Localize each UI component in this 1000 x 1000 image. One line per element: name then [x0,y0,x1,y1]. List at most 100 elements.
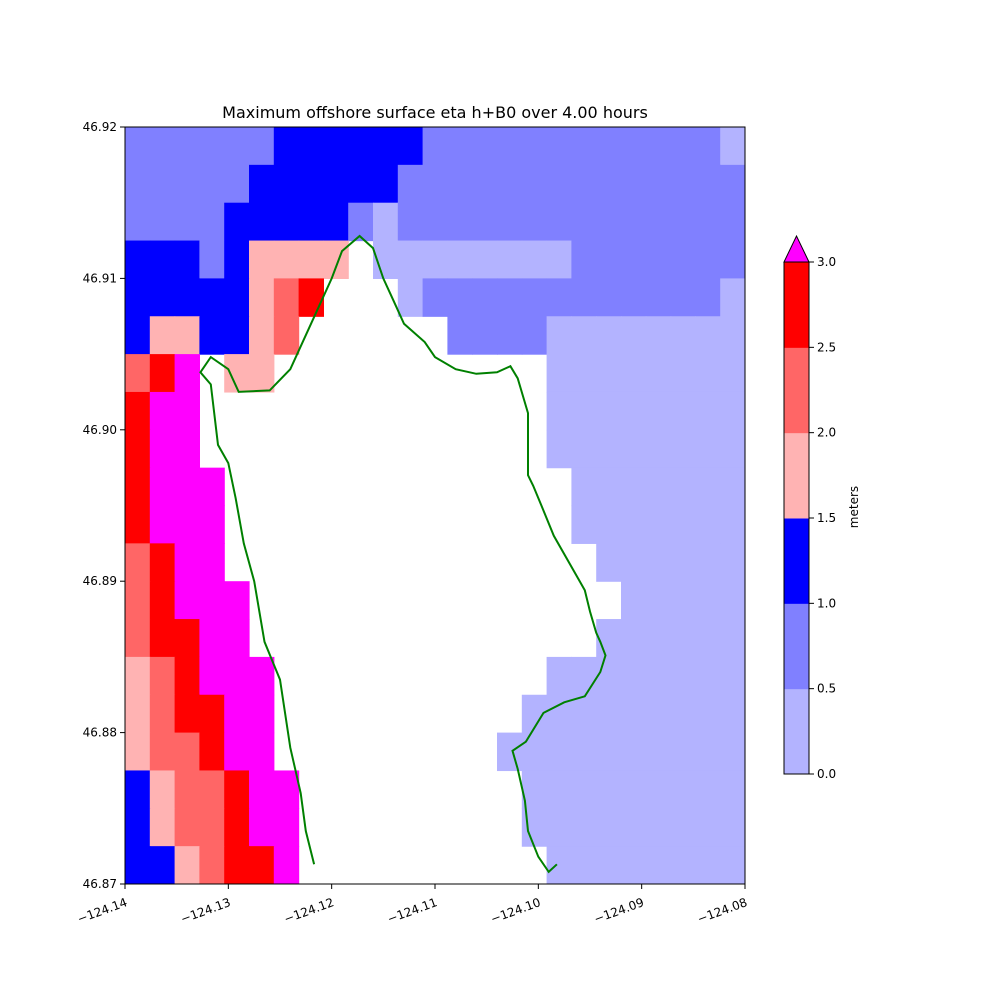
heatmap-cell [149,808,176,847]
heatmap-cell [596,732,622,772]
heatmap-cell [645,467,672,507]
heatmap-cell [199,543,225,582]
heatmap-cell [720,240,745,279]
heatmap-cell [596,467,622,507]
heatmap-cell [521,127,548,166]
heatmap-cell [670,543,696,582]
heatmap-cell [695,770,721,809]
heatmap-cell [149,316,176,355]
heatmap-cell [249,770,275,809]
heatmap-cell [596,505,622,544]
heatmap-cell [571,846,597,884]
heatmap-cell [621,656,647,696]
heatmap-cell [273,202,300,242]
heatmap-cell [645,278,672,317]
colorbar-tick-label: 2.5 [817,340,836,354]
heatmap-cell [596,391,622,431]
heatmap-cell [621,164,647,204]
heatmap-cell [125,808,151,847]
heatmap-cell [720,202,745,242]
colorbar-tick-label: 1.5 [817,511,836,525]
heatmap-cell [670,770,696,809]
heatmap-cell [224,770,250,809]
colorbar-label: meters [847,486,861,528]
heatmap-cell [348,164,374,204]
heatmap-cell [348,202,374,242]
heatmap-cell [472,164,498,204]
heatmap-cell [695,732,721,772]
colorbar-tick-label: 2.0 [817,426,836,440]
heatmap-cell [645,543,672,582]
heatmap-cell [224,694,250,734]
heatmap-cell [472,127,498,166]
heatmap-cell [596,808,622,847]
y-tick-label: 46.90 [83,423,117,437]
heatmap-cell [174,429,200,469]
heatmap-cell [174,354,200,393]
heatmap-cell [695,619,721,658]
heatmap-cell [397,202,424,242]
heatmap-cell [397,127,424,166]
colorbar-segment [784,688,809,775]
heatmap-cell [125,467,151,507]
heatmap-cell [472,240,498,279]
heatmap-cell [224,581,250,620]
heatmap-cell [149,391,176,431]
heatmap-cell [249,354,275,393]
heatmap-cell [720,770,745,809]
heatmap-cell [149,429,176,469]
y-tick-label: 46.88 [83,726,117,740]
heatmap-cell [125,316,151,355]
heatmap-cell [422,127,448,166]
heatmap-cell [224,240,250,279]
heatmap-cell [447,202,473,242]
heatmap-cell [596,656,622,696]
heatmap-cell [174,127,200,166]
heatmap-cell [298,240,324,279]
heatmap-cell [596,240,622,279]
heatmap-cell [149,240,176,279]
heatmap-cell [249,656,275,696]
heatmap-cell [695,467,721,507]
heatmap-cell [720,467,745,507]
heatmap-cell [645,240,672,279]
heatmap-cell [249,164,275,204]
heatmap-cell [199,694,225,734]
heatmap-cell [447,316,473,355]
heatmap-cell [273,846,300,884]
heatmap-cell [621,808,647,847]
heatmap-cell [621,732,647,772]
heatmap-cell [571,770,597,809]
heatmap-cell [273,240,300,279]
heatmap-cell [249,202,275,242]
x-tick-label: −124.09 [592,895,646,926]
heatmap-cell [670,619,696,658]
heatmap-cell [670,391,696,431]
heatmap-cell [720,164,745,204]
heatmap-cell [472,202,498,242]
heatmap-cell [670,240,696,279]
heatmap-cell [373,127,399,166]
heatmap-cell [373,202,399,242]
heatmap-cell [199,619,225,658]
heatmap-cell [695,127,721,166]
heatmap-cell [596,694,622,734]
colorbar-tick-label: 3.0 [817,255,836,269]
heatmap-cell [720,391,745,431]
heatmap-cell [273,770,300,809]
heatmap-cell [199,732,225,772]
heatmap-cell [670,846,696,884]
heatmap-cell [571,505,597,544]
heatmap-cell [571,164,597,204]
heatmap-cell [149,164,176,204]
heatmap-cell [249,694,275,734]
heatmap-cell [422,202,448,242]
heatmap-cell [621,505,647,544]
heatmap-cell [497,240,523,279]
heatmap-cell [174,770,200,809]
heatmap-cell [695,581,721,620]
heatmap-cell [174,164,200,204]
heatmap-cell [546,391,572,431]
heatmap-cell [249,316,275,355]
heatmap-cell [720,694,745,734]
